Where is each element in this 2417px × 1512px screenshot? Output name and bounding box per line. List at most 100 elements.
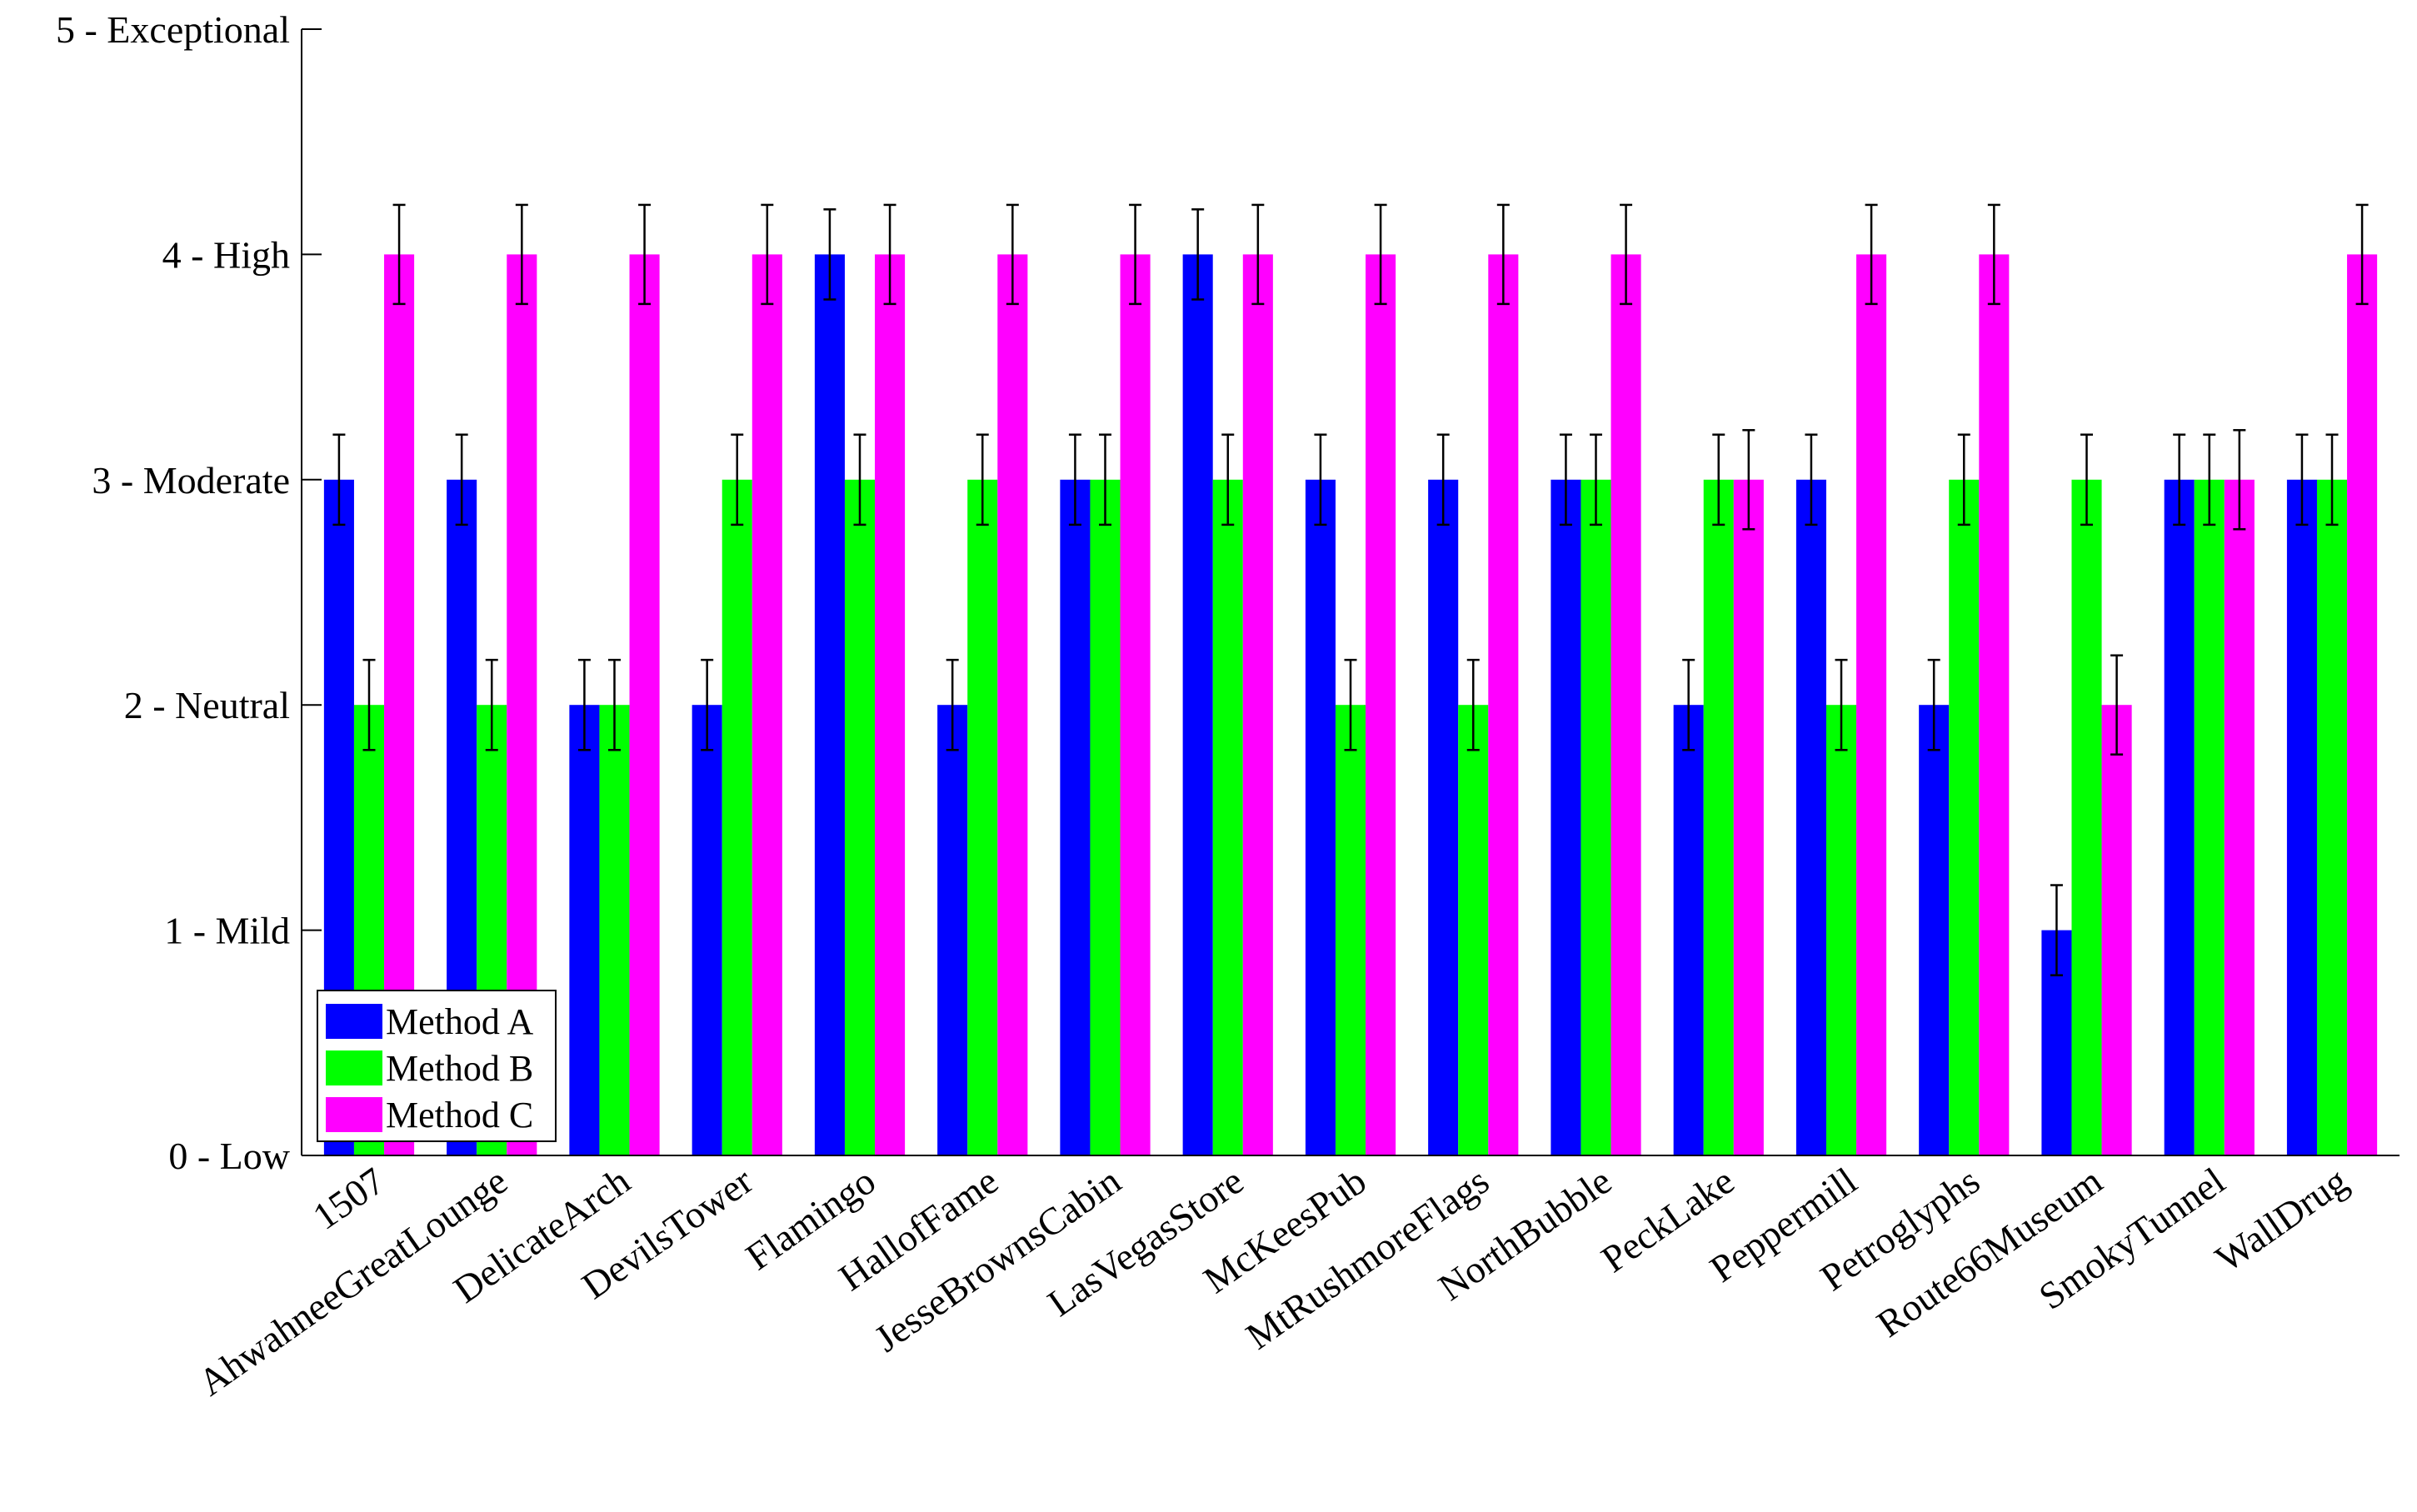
y-tick-label: 0 - Low: [168, 1135, 290, 1177]
bar-3-6: [997, 254, 1028, 1155]
error-bar-1-11: [1559, 433, 1572, 526]
bar-2-17: [2316, 479, 2348, 1155]
error-bar-3-9: [1374, 203, 1387, 306]
error-bar-2-11: [1590, 433, 1603, 526]
bar-3-10: [1488, 254, 1519, 1155]
bar-3-5: [875, 254, 906, 1155]
error-bars-layer: [332, 203, 2369, 976]
bar-2-5: [844, 479, 876, 1155]
error-bar-2-13: [1835, 658, 1848, 751]
bar-2-11: [1581, 479, 1611, 1155]
error-bar-2-8: [1221, 433, 1235, 526]
error-bar-2-9: [1344, 658, 1357, 751]
bar-1-13: [1795, 479, 1826, 1155]
legend: Method A Method B Method C: [317, 990, 557, 1142]
bar-1-3: [569, 705, 600, 1155]
error-bar-3-14: [1987, 203, 2000, 306]
bar-3-8: [1242, 254, 1273, 1155]
bar-1-7: [1060, 479, 1091, 1155]
bar-2-15: [2071, 479, 2102, 1155]
error-bar-1-5: [823, 208, 836, 301]
bar-2-14: [1949, 479, 1980, 1155]
bar-3-17: [2347, 254, 2378, 1155]
error-bar-2-10: [1466, 658, 1480, 751]
legend-entry-label: Method B: [386, 1048, 533, 1089]
error-bar-3-11: [1620, 203, 1633, 306]
bar-1-8: [1182, 254, 1213, 1155]
bar-3-15: [2101, 705, 2132, 1155]
error-bar-3-13: [1865, 203, 1878, 306]
legend-entry-label: Method C: [386, 1095, 533, 1135]
error-bar-1-14: [1927, 658, 1940, 751]
error-bar-1-12: [1682, 658, 1695, 751]
bar-3-16: [2224, 479, 2255, 1155]
bar-2-13: [1825, 705, 1857, 1155]
error-bar-3-12: [1742, 429, 1755, 531]
error-bar-2-7: [1098, 433, 1111, 526]
bar-3-3: [629, 254, 660, 1155]
bar-2-3: [599, 705, 630, 1155]
error-bar-3-1: [392, 203, 406, 306]
error-bar-2-12: [1712, 433, 1725, 526]
legend-swatch: [326, 1097, 382, 1132]
error-bar-1-6: [946, 658, 959, 751]
error-bar-3-4: [761, 203, 774, 306]
bar-1-16: [2164, 479, 2195, 1155]
x-tick-label: WallDrug: [2208, 1159, 2355, 1280]
bar-3-4: [752, 254, 782, 1155]
y-tick-label: 4 - High: [162, 233, 290, 276]
error-bar-2-6: [976, 433, 989, 526]
error-bar-2-14: [1957, 433, 1970, 526]
legend-entry-label: Method A: [386, 1001, 533, 1042]
bar-2-12: [1703, 479, 1734, 1155]
error-bar-2-17: [2325, 433, 2339, 526]
bar-1-4: [692, 705, 722, 1155]
bar-1-10: [1428, 479, 1459, 1155]
bar-2-4: [722, 479, 752, 1155]
error-bar-2-1: [362, 658, 376, 751]
error-bar-3-3: [638, 203, 652, 306]
error-bar-3-6: [1006, 203, 1019, 306]
error-bar-1-15: [2050, 884, 2063, 976]
y-tick-label: 5 - Exceptional: [56, 8, 290, 51]
error-bar-1-7: [1068, 433, 1081, 526]
bar-2-7: [1090, 479, 1121, 1155]
error-bar-3-17: [2355, 203, 2369, 306]
error-bar-1-13: [1805, 433, 1818, 526]
bar-1-6: [937, 705, 968, 1155]
error-bar-1-4: [701, 658, 714, 751]
bar-2-6: [967, 479, 998, 1155]
bar-3-11: [1611, 254, 1641, 1155]
bar-1-14: [1919, 705, 1950, 1155]
bar-1-12: [1673, 705, 1704, 1155]
error-bar-1-3: [577, 658, 591, 751]
y-tick-label: 2 - Neutral: [124, 684, 290, 726]
bar-1-17: [2286, 479, 2317, 1155]
error-bar-3-7: [1129, 203, 1142, 306]
legend-swatch: [326, 1050, 382, 1085]
error-bar-2-16: [2203, 433, 2216, 526]
error-bar-1-17: [2295, 433, 2309, 526]
bar-3-9: [1366, 254, 1396, 1155]
bar-2-9: [1335, 705, 1366, 1155]
error-bar-1-16: [2173, 433, 2186, 526]
y-tick-label: 1 - Mild: [164, 910, 290, 952]
error-bar-1-8: [1191, 208, 1205, 301]
error-bar-3-2: [515, 203, 528, 306]
error-bar-1-2: [455, 433, 468, 526]
bar-2-10: [1458, 705, 1489, 1155]
bar-2-8: [1212, 479, 1243, 1155]
y-tick-label: 3 - Moderate: [92, 459, 290, 502]
bars-layer: [323, 254, 2378, 1155]
legend-swatch: [326, 1004, 382, 1039]
error-bar-2-2: [485, 658, 498, 751]
error-bar-3-15: [2110, 654, 2124, 756]
error-bar-1-1: [332, 433, 346, 526]
error-bar-1-10: [1436, 433, 1450, 526]
error-bar-3-5: [883, 203, 896, 306]
bar-3-14: [1979, 254, 2010, 1155]
error-bar-3-10: [1496, 203, 1510, 306]
error-bar-2-5: [853, 433, 866, 526]
